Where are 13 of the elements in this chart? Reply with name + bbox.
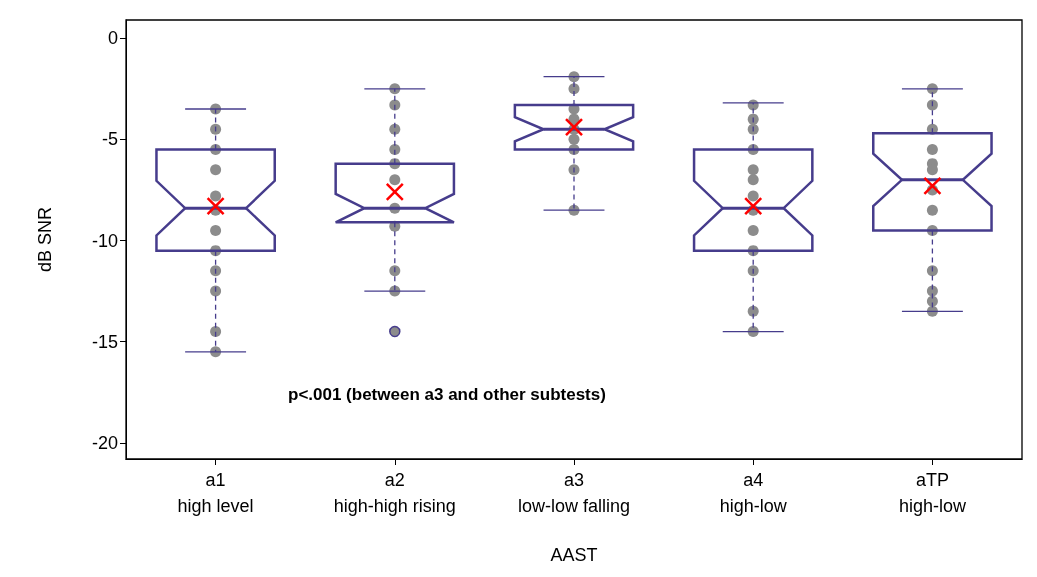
x-axis-title: AAST: [550, 545, 598, 565]
y-tick-label: 0: [107, 28, 118, 49]
x-tick-label: a4 high-low: [719, 470, 788, 516]
x-tick-label: aTP high-low: [898, 470, 967, 516]
x-tick-label: a2 high-high rising: [333, 470, 456, 516]
y-tick-label: -5: [101, 129, 118, 150]
x-tick-label: a3 low-low falling: [517, 470, 631, 516]
annotation: p<.001 (between a3 and other subtests): [288, 385, 606, 404]
y-tick-label: -20: [91, 432, 118, 453]
y-axis-title: dB SNR: [35, 206, 55, 273]
y-tick-label: -15: [91, 331, 118, 352]
x-tick-label: a1 high level: [177, 470, 254, 516]
y-tick-label: -10: [91, 230, 118, 251]
